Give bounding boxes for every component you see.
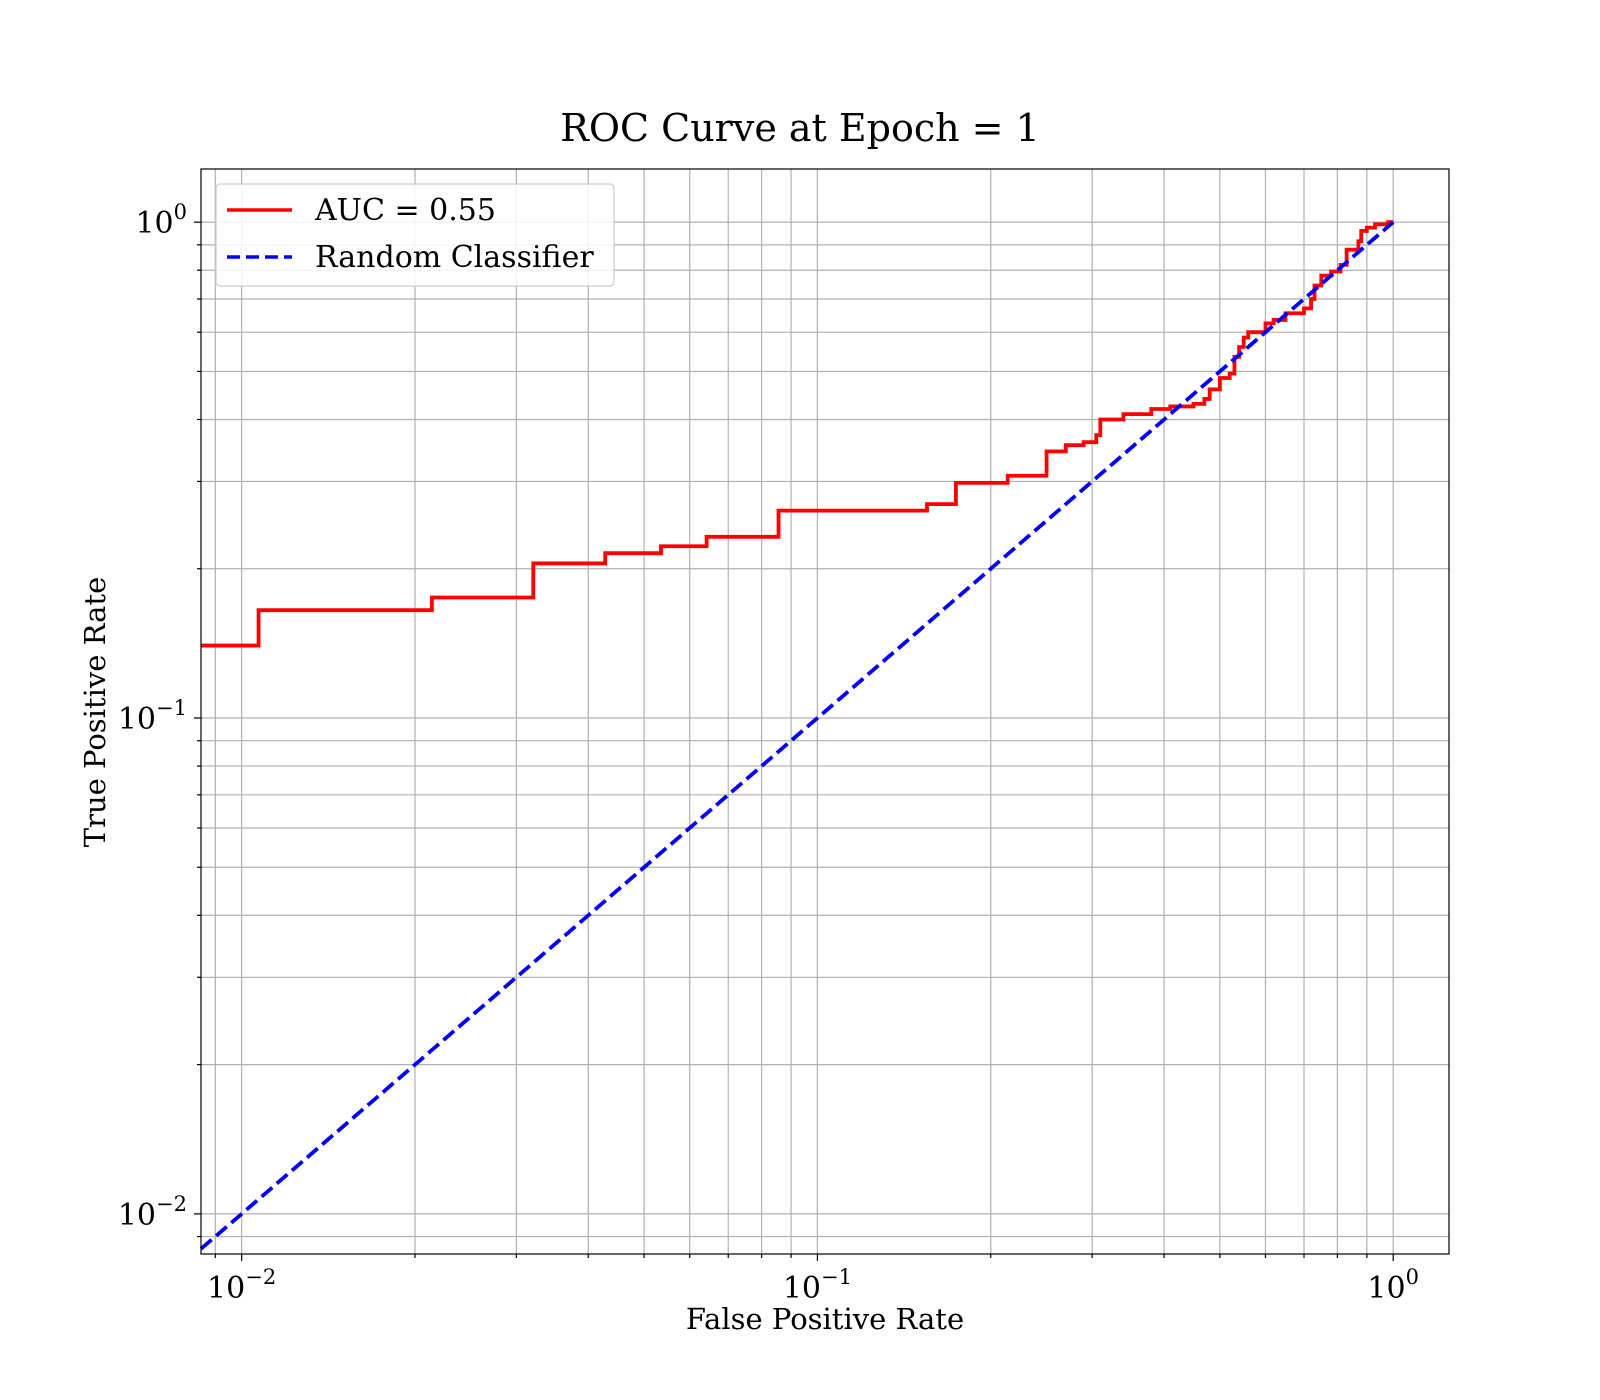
y-tick-exponent: −1 <box>156 696 187 720</box>
x-tick-label: 100 <box>1367 1265 1419 1306</box>
x-tick-exponent: −1 <box>821 1265 852 1289</box>
x-tick-label: 10−2 <box>207 1265 276 1306</box>
legend: AUC = 0.55 Random Classifier <box>215 183 615 287</box>
x-tick-exponent: −2 <box>245 1265 276 1289</box>
x-tick-base: 10 <box>207 1271 245 1306</box>
x-tick-base: 10 <box>1367 1271 1405 1306</box>
x-tick-label: 10−1 <box>783 1265 852 1306</box>
y-tick-base: 10 <box>118 1198 156 1233</box>
y-tick-label: 10−2 <box>118 1192 187 1233</box>
series-layer <box>199 220 1395 1251</box>
random-classifier-series <box>199 220 1395 1251</box>
x-tick-exponent: 0 <box>1406 1265 1419 1289</box>
legend-label-auc: AUC = 0.55 <box>314 193 496 228</box>
y-tick-label: 100 <box>135 200 187 241</box>
y-tick-exponent: 0 <box>174 200 187 224</box>
grid <box>201 169 1449 1254</box>
legend-box <box>215 183 615 287</box>
chart-title: ROC Curve at Epoch = 1 <box>560 106 1040 150</box>
y-tick-base: 10 <box>118 702 156 737</box>
y-tick-base: 10 <box>135 206 173 241</box>
x-axis-label: False Positive Rate <box>686 1302 964 1336</box>
y-tick-label: 10−1 <box>118 696 187 737</box>
legend-label-random-classifier: Random Classifier <box>315 240 594 275</box>
roc-curve-series <box>201 220 1394 648</box>
x-tick-base: 10 <box>783 1271 821 1306</box>
y-tick-exponent: −2 <box>156 1192 187 1216</box>
y-axis-label: True Positive Rate <box>78 577 112 848</box>
axes-frame <box>200 168 1450 1255</box>
